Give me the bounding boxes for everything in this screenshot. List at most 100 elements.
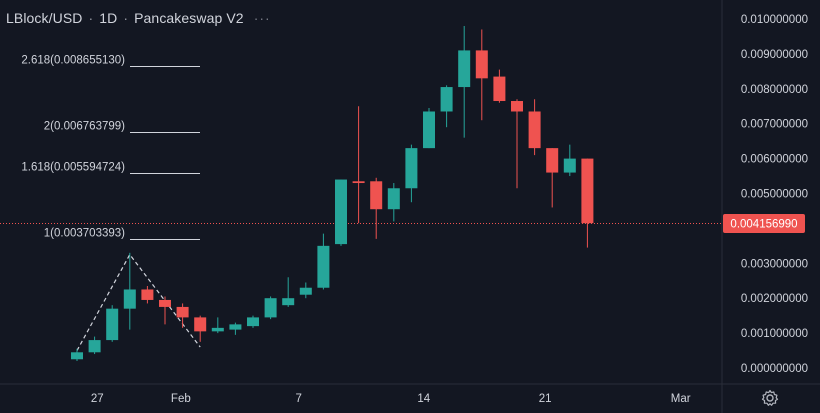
candle-body bbox=[352, 181, 365, 184]
candle-body bbox=[546, 148, 559, 173]
candle-body bbox=[282, 298, 295, 306]
time-tick-label: 21 bbox=[539, 393, 552, 405]
price-axis: 0.010000000 0.009000000 0.008000000 0.00700… bbox=[741, 14, 808, 375]
candle-body bbox=[176, 306, 189, 318]
fib-levels: 2.618(0.008655130) 2(0.006763799) 1.618(0.… bbox=[21, 55, 200, 240]
candle-body bbox=[229, 324, 242, 330]
candle bbox=[528, 99, 541, 156]
fib-level-label: 2.618(0.008655130) bbox=[21, 55, 125, 67]
candle bbox=[405, 144, 418, 203]
candles bbox=[71, 25, 594, 362]
candle bbox=[335, 179, 347, 246]
candle bbox=[563, 144, 576, 177]
gear-icon[interactable] bbox=[760, 388, 780, 408]
candle-body bbox=[88, 340, 101, 353]
candle bbox=[458, 25, 471, 138]
fib-level-label: 1.618(0.005594724) bbox=[21, 162, 125, 174]
price-tick-label: 0.003000000 bbox=[741, 258, 808, 270]
candle bbox=[475, 29, 488, 121]
candle bbox=[88, 336, 101, 355]
price-tick-label: 0.009000000 bbox=[741, 49, 808, 61]
candle bbox=[123, 252, 136, 330]
candle-body bbox=[211, 327, 224, 332]
candle-body bbox=[370, 181, 383, 210]
candle bbox=[194, 315, 207, 342]
header-separator: · bbox=[88, 10, 94, 26]
candle bbox=[264, 296, 277, 320]
candle-body bbox=[159, 299, 171, 307]
candle-body bbox=[264, 298, 277, 318]
candle bbox=[352, 106, 365, 224]
price-tick-label: 0.005000000 bbox=[741, 189, 808, 201]
time-tick-label: 7 bbox=[296, 393, 302, 405]
time-tick-label: Feb bbox=[171, 393, 191, 405]
price-tick-label: 0.007000000 bbox=[741, 119, 808, 131]
symbol-name[interactable]: LBlock/USD bbox=[6, 10, 83, 26]
candle-body bbox=[440, 87, 453, 112]
candle bbox=[299, 282, 312, 299]
trend-drawing-line bbox=[76, 253, 201, 351]
price-tick-label: 0.000000000 bbox=[741, 363, 808, 375]
candle bbox=[511, 99, 523, 189]
chart-header: LBlock/USD · 1D · Pancakeswap V2 ··· bbox=[6, 10, 271, 26]
candle bbox=[493, 69, 506, 103]
interval-label[interactable]: 1D bbox=[99, 10, 118, 26]
last-price-tag-bg bbox=[723, 214, 805, 233]
price-tick-label: 0.008000000 bbox=[741, 84, 808, 96]
candle-body bbox=[581, 158, 594, 224]
price-tick-label: 0.006000000 bbox=[741, 154, 808, 166]
candle-body bbox=[141, 289, 154, 300]
candle-body bbox=[123, 289, 136, 309]
candle-body bbox=[335, 179, 347, 245]
candle bbox=[229, 322, 242, 335]
candle-body bbox=[317, 245, 330, 288]
candle-body bbox=[405, 148, 418, 189]
time-axis: 27 Feb 7 14 21 Mar bbox=[91, 393, 691, 405]
price-tick-label: 0.010000000 bbox=[741, 14, 808, 26]
header-separator: · bbox=[123, 10, 129, 26]
candle-body bbox=[563, 158, 576, 173]
fib-level-label: 2(0.006763799) bbox=[44, 121, 125, 133]
candle bbox=[282, 277, 295, 307]
candle-body bbox=[458, 50, 471, 88]
time-tick-label: 14 bbox=[417, 393, 430, 405]
candle bbox=[370, 177, 383, 239]
last-price-tag: 0.004156990 bbox=[723, 214, 805, 233]
candle-body bbox=[71, 352, 83, 360]
candle-body bbox=[106, 308, 119, 341]
trend-drawing bbox=[76, 253, 201, 351]
candle-body bbox=[423, 111, 435, 149]
candle bbox=[581, 158, 594, 248]
time-tick-label: 27 bbox=[91, 393, 104, 405]
candle bbox=[247, 315, 259, 328]
fib-level-label: 1(0.003703393) bbox=[44, 228, 125, 240]
candle bbox=[423, 107, 435, 149]
candle bbox=[317, 233, 330, 290]
candle-body bbox=[475, 50, 488, 79]
candle-body bbox=[493, 76, 506, 102]
time-tick-label: Mar bbox=[671, 393, 691, 405]
candle bbox=[546, 148, 559, 208]
candle-body bbox=[511, 101, 523, 112]
ellipsis-icon[interactable]: ··· bbox=[253, 10, 271, 26]
candle bbox=[141, 285, 154, 304]
candle-body bbox=[247, 317, 259, 327]
exchange-name: Pancakeswap V2 bbox=[134, 10, 244, 26]
candle bbox=[440, 85, 453, 128]
candle bbox=[211, 317, 224, 334]
last-price-tag-label: 0.004156990 bbox=[730, 219, 797, 231]
candle bbox=[106, 305, 119, 342]
candle bbox=[71, 348, 83, 362]
candle bbox=[176, 303, 189, 328]
candle-body bbox=[194, 317, 207, 332]
candle-body bbox=[299, 287, 312, 295]
candle-body bbox=[528, 111, 541, 149]
candle bbox=[159, 296, 171, 325]
price-tick-label: 0.002000000 bbox=[741, 293, 808, 305]
candle bbox=[387, 183, 400, 222]
price-tick-label: 0.001000000 bbox=[741, 328, 808, 340]
candle-body bbox=[387, 188, 400, 210]
